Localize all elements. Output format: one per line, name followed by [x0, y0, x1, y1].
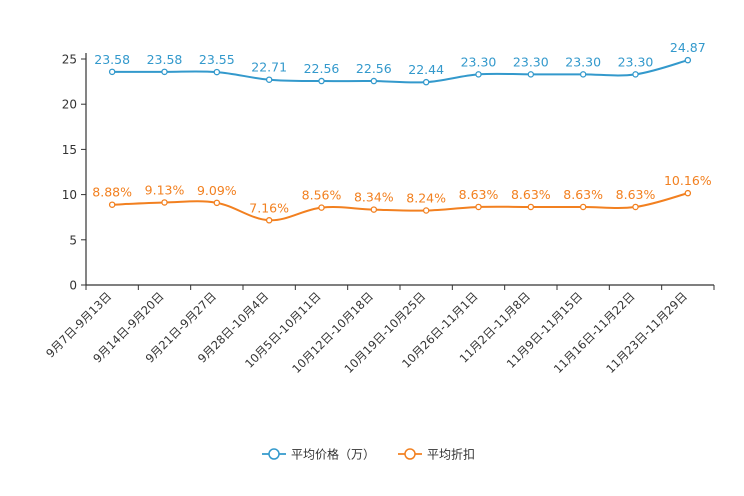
data-point[interactable] [213, 68, 221, 76]
data-label: 10.16% [664, 173, 712, 188]
data-point[interactable] [370, 206, 378, 213]
legend-item-2[interactable]: 平均折扣 [398, 447, 475, 462]
data-point[interactable] [370, 77, 378, 85]
legend-item-1[interactable]: 平均价格（万） [262, 447, 375, 462]
data-point[interactable] [108, 201, 116, 208]
data-label: 7.16% [249, 200, 289, 215]
data-point[interactable] [527, 71, 535, 78]
legend[interactable]: 平均价格（万） 平均折扣 [262, 447, 475, 462]
y-tick-label: 20 [62, 98, 77, 112]
data-point[interactable] [579, 71, 587, 78]
x-axis-ticks: 9月7日-9月13日9月14日-9月20日9月21日-9月27日9月28日-10… [43, 285, 715, 376]
data-point[interactable] [684, 56, 692, 64]
data-label: 24.87 [670, 40, 706, 55]
data-label: 8.24% [406, 191, 446, 206]
data-point[interactable] [579, 203, 587, 211]
legend-label: 平均价格（万） [291, 447, 375, 462]
y-axis-ticks: 0 5 10 15 20 25 [62, 53, 86, 293]
axes [85, 53, 714, 286]
series-line [112, 192, 689, 222]
data-label: 23.58 [94, 52, 130, 67]
data-point[interactable] [108, 68, 116, 76]
data-label: 22.56 [356, 61, 392, 76]
data-label: 23.58 [147, 52, 183, 67]
data-point[interactable] [422, 207, 430, 214]
data-label: 22.44 [408, 62, 444, 77]
legend-marker-icon [268, 448, 280, 460]
data-label: 8.34% [354, 190, 394, 205]
data-label: 23.30 [618, 54, 654, 69]
data-point[interactable] [527, 203, 535, 211]
data-label: 8.63% [511, 187, 551, 202]
data-label: 8.63% [616, 187, 656, 202]
data-label: 8.88% [92, 185, 132, 200]
data-label: 23.55 [199, 52, 235, 67]
y-tick-label: 10 [62, 188, 77, 202]
y-tick-label: 25 [62, 53, 77, 67]
series-line [112, 59, 689, 84]
data-point[interactable] [684, 189, 692, 197]
data-point[interactable] [161, 68, 168, 76]
data-point[interactable] [632, 71, 639, 78]
y-tick-label: 15 [62, 143, 77, 157]
series-1: 23.58 23.58 23.55 22.71 22.56 22.56 22.44 23.30… [94, 40, 706, 86]
data-point[interactable] [265, 217, 273, 224]
data-point[interactable] [213, 199, 221, 207]
data-point[interactable] [422, 78, 430, 86]
data-label: 8.63% [459, 187, 499, 202]
data-label: 9.09% [197, 183, 237, 198]
data-point[interactable] [318, 204, 325, 211]
data-label: 23.30 [513, 54, 549, 69]
data-point[interactable] [161, 199, 168, 206]
legend-marker-icon [404, 448, 416, 460]
data-label: 8.56% [302, 188, 342, 203]
series-layer: 23.58 23.58 23.55 22.71 22.56 22.56 22.44 23.30… [92, 40, 712, 224]
y-tick-label: 5 [69, 233, 77, 247]
data-point[interactable] [475, 203, 482, 211]
data-point[interactable] [265, 76, 273, 83]
legend-label: 平均折扣 [427, 447, 475, 462]
data-point[interactable] [475, 71, 482, 78]
y-tick-label: 0 [69, 279, 77, 293]
data-label: 22.71 [251, 60, 287, 75]
data-point[interactable] [632, 203, 639, 211]
data-label: 8.63% [563, 187, 603, 202]
data-label: 23.30 [565, 54, 601, 69]
data-label: 23.30 [461, 54, 497, 69]
data-label: 9.13% [145, 182, 185, 197]
data-point[interactable] [318, 77, 325, 85]
series-2: 8.88% 9.13% 9.09% 7.16% 8.56% 8.34% 8.24% 8.63%… [92, 173, 712, 224]
data-label: 22.56 [304, 61, 340, 76]
